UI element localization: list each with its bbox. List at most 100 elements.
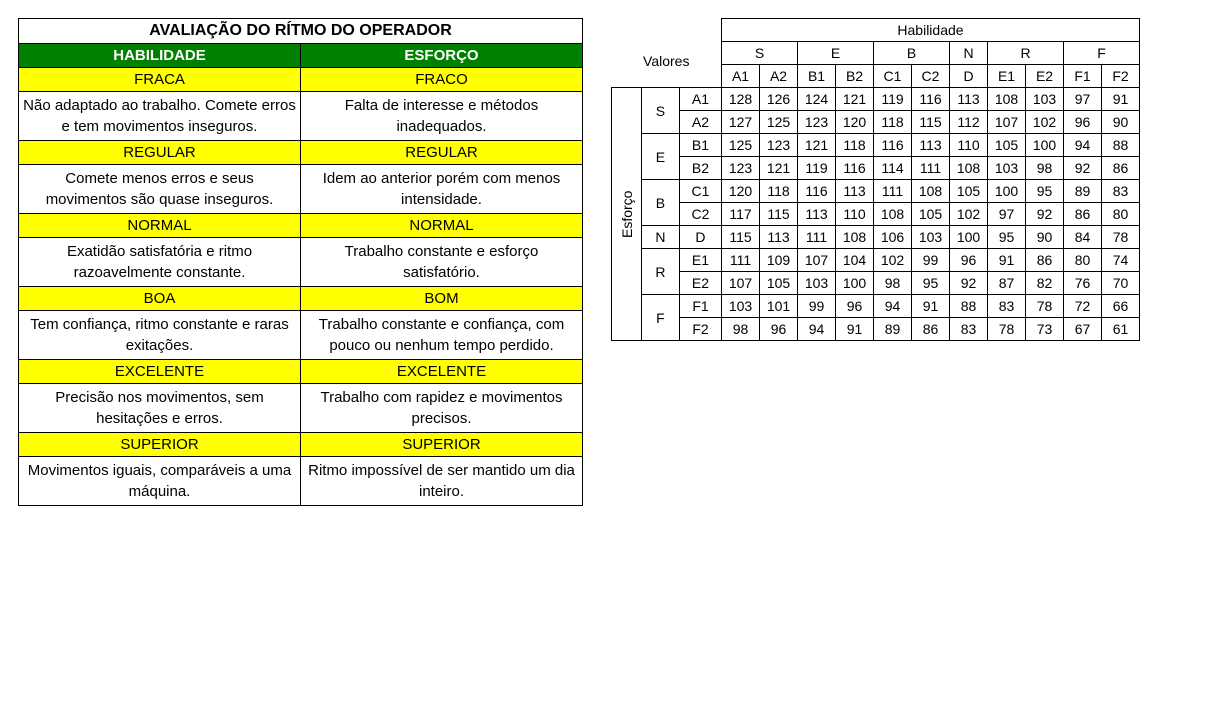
matrix-cell: 91 xyxy=(912,295,950,318)
matrix-cell: 97 xyxy=(1064,88,1102,111)
matrix-cell: 110 xyxy=(836,203,874,226)
level-esforco: BOM xyxy=(301,287,583,311)
row-sub-A1: A1 xyxy=(679,88,721,111)
matrix-cell: 128 xyxy=(722,88,760,111)
matrix-cell: 78 xyxy=(1102,226,1140,249)
matrix-cell: 88 xyxy=(1102,134,1140,157)
col-sub-A2: A2 xyxy=(760,65,798,88)
matrix-cell: 74 xyxy=(1102,249,1140,272)
col-group-N: N xyxy=(950,42,988,65)
matrix-cell: 78 xyxy=(1026,295,1064,318)
matrix-cell: 94 xyxy=(874,295,912,318)
matrix-cell: 120 xyxy=(722,180,760,203)
matrix-cell: 83 xyxy=(1102,180,1140,203)
matrix-cell: 90 xyxy=(1102,111,1140,134)
matrix-cell: 121 xyxy=(798,134,836,157)
row-sub-C2: C2 xyxy=(679,203,721,226)
matrix-cell: 123 xyxy=(722,157,760,180)
matrix-cell: 113 xyxy=(950,88,988,111)
operator-rhythm-evaluation-table: AVALIAÇÃO DO RÍTMO DO OPERADOR HABILIDAD… xyxy=(18,18,583,506)
matrix-cell: 73 xyxy=(1026,318,1064,341)
matrix-cell: 86 xyxy=(1102,157,1140,180)
level-esforco: NORMAL xyxy=(301,214,583,238)
level-esforco: FRACO xyxy=(301,68,583,92)
level-habilidade: NORMAL xyxy=(19,214,301,238)
matrix-cell: 111 xyxy=(798,226,836,249)
matrix-cell: 115 xyxy=(722,226,760,249)
matrix-cell: 95 xyxy=(1026,180,1064,203)
matrix-cell: 102 xyxy=(874,249,912,272)
row-sub-C1: C1 xyxy=(679,180,721,203)
matrix-cell: 110 xyxy=(950,134,988,157)
matrix-cell: 116 xyxy=(874,134,912,157)
matrix-cell: 117 xyxy=(722,203,760,226)
matrix-cell: 113 xyxy=(798,203,836,226)
row-sub-B1: B1 xyxy=(679,134,721,157)
matrix-corner: Valores xyxy=(612,19,722,88)
matrix-cell: 108 xyxy=(874,203,912,226)
matrix-cell: 95 xyxy=(988,226,1026,249)
desc-habilidade: Precisão nos movimentos, sem hesitações … xyxy=(19,384,301,433)
row-group-S: S xyxy=(641,88,679,134)
matrix-cell: 123 xyxy=(798,111,836,134)
matrix-cell: 91 xyxy=(988,249,1026,272)
matrix-cell: 98 xyxy=(874,272,912,295)
col-sub-B2: B2 xyxy=(836,65,874,88)
matrix-cell: 119 xyxy=(874,88,912,111)
level-esforco: REGULAR xyxy=(301,141,583,165)
matrix-cell: 100 xyxy=(988,180,1026,203)
level-habilidade: BOA xyxy=(19,287,301,311)
row-group-B: B xyxy=(641,180,679,226)
level-habilidade: REGULAR xyxy=(19,141,301,165)
col-sub-A1: A1 xyxy=(722,65,760,88)
matrix-cell: 94 xyxy=(1064,134,1102,157)
desc-habilidade: Comete menos erros e seus movimentos são… xyxy=(19,165,301,214)
matrix-cell: 105 xyxy=(950,180,988,203)
matrix-cell: 92 xyxy=(1064,157,1102,180)
matrix-cell: 125 xyxy=(722,134,760,157)
matrix-cell: 116 xyxy=(836,157,874,180)
matrix-cell: 103 xyxy=(988,157,1026,180)
matrix-cell: 120 xyxy=(836,111,874,134)
matrix-cell: 118 xyxy=(836,134,874,157)
matrix-cell: 90 xyxy=(1026,226,1064,249)
matrix-cell: 115 xyxy=(760,203,798,226)
matrix-cell: 96 xyxy=(760,318,798,341)
matrix-cell: 100 xyxy=(950,226,988,249)
desc-esforco: Falta de interesse e métodos inadequados… xyxy=(301,92,583,141)
left-header-habilidade: HABILIDADE xyxy=(19,44,301,68)
matrix-cell: 66 xyxy=(1102,295,1140,318)
row-sub-E2: E2 xyxy=(679,272,721,295)
matrix-cell: 108 xyxy=(912,180,950,203)
matrix-cell: 118 xyxy=(760,180,798,203)
matrix-cell: 100 xyxy=(836,272,874,295)
matrix-cell: 121 xyxy=(760,157,798,180)
col-sub-C2: C2 xyxy=(912,65,950,88)
matrix-cell: 84 xyxy=(1064,226,1102,249)
desc-habilidade: Movimentos iguais, comparáveis a uma máq… xyxy=(19,457,301,506)
matrix-cell: 127 xyxy=(722,111,760,134)
matrix-cell: 96 xyxy=(836,295,874,318)
matrix-cell: 86 xyxy=(1026,249,1064,272)
matrix-cell: 116 xyxy=(912,88,950,111)
level-esforco: EXCELENTE xyxy=(301,360,583,384)
matrix-cell: 83 xyxy=(950,318,988,341)
row-sub-A2: A2 xyxy=(679,111,721,134)
matrix-cell: 87 xyxy=(988,272,1026,295)
matrix-cell: 102 xyxy=(950,203,988,226)
row-group-R: R xyxy=(641,249,679,295)
matrix-cell: 82 xyxy=(1026,272,1064,295)
col-group-S: S xyxy=(722,42,798,65)
row-group-N: N xyxy=(641,226,679,249)
matrix-cell: 91 xyxy=(836,318,874,341)
level-habilidade: SUPERIOR xyxy=(19,433,301,457)
matrix-cell: 89 xyxy=(1064,180,1102,203)
col-sub-F2: F2 xyxy=(1102,65,1140,88)
matrix-cell: 98 xyxy=(722,318,760,341)
matrix-cell: 103 xyxy=(798,272,836,295)
matrix-cell: 78 xyxy=(988,318,1026,341)
col-sub-E2: E2 xyxy=(1026,65,1064,88)
left-header-esforco: ESFORÇO xyxy=(301,44,583,68)
col-axis-label: Habilidade xyxy=(722,19,1140,42)
matrix-cell: 105 xyxy=(760,272,798,295)
